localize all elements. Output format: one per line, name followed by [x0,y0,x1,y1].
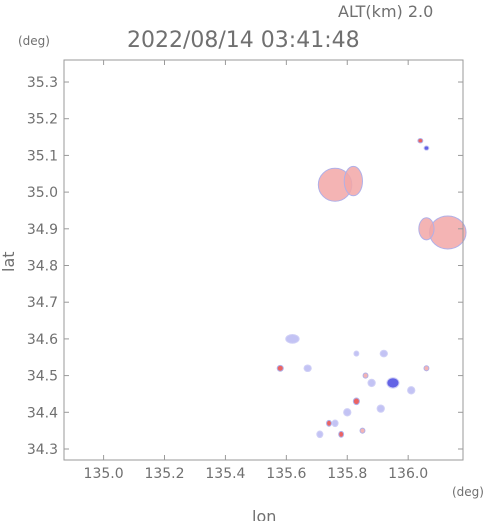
echo-region [343,165,363,197]
echo-region [276,364,284,372]
altitude-label: ALT(km) 2.0 [338,2,433,21]
y-tick-label: 34.3 [27,442,58,458]
y-tick-label: 35.3 [27,75,58,91]
x-tick-label: 135.4 [205,466,245,482]
echo-region [423,365,430,372]
echo-region [338,430,345,438]
axis-ticks: 135.0 135.2 135.4 135.6 135.8 136.0 34.3 34.4 34… [27,60,463,482]
echo-region [316,430,324,439]
chart-datetime-title: 2022/08/14 03:41:48 [127,28,360,53]
echo-region [285,333,300,344]
y-tick-label: 35.2 [27,112,58,128]
echo-region [386,377,400,389]
y-tick-label: 34.9 [27,222,58,238]
echo-region [362,372,369,379]
echo-region [343,408,352,417]
x-tick-label: 135.8 [327,466,367,482]
echo-region [303,364,312,373]
plot-frame [63,59,464,461]
echo-region [367,378,376,388]
echo-region [352,397,360,406]
echo-region [423,145,430,151]
echo-region [359,427,366,434]
echo-region [407,386,416,395]
x-tick-label: 135.6 [266,466,306,482]
y-axis-label: lat [0,251,18,272]
y-tick-label: 35.0 [27,185,58,201]
x-axis-unit: (deg) [452,485,484,499]
x-axis-label: lon [252,507,276,521]
echo-layer [276,138,467,439]
x-tick-label: 135.0 [84,466,124,482]
x-tick-label: 135.2 [144,466,184,482]
echo-region [428,215,467,250]
echo-region [353,350,360,357]
y-tick-label: 34.8 [27,259,58,275]
echo-region [379,349,388,358]
y-tick-label: 34.7 [27,295,58,311]
x-tick-label: 136.0 [388,466,428,482]
echo-region [326,419,332,427]
y-tick-label: 34.5 [27,369,58,385]
y-tick-label: 34.6 [27,332,58,348]
echo-region [417,138,424,144]
y-tick-label: 35.1 [27,148,58,164]
y-tick-label: 34.4 [27,405,58,421]
echo-region [331,419,339,428]
echo-region [418,217,435,241]
y-axis-unit: (deg) [18,34,50,48]
echo-region [376,404,385,413]
